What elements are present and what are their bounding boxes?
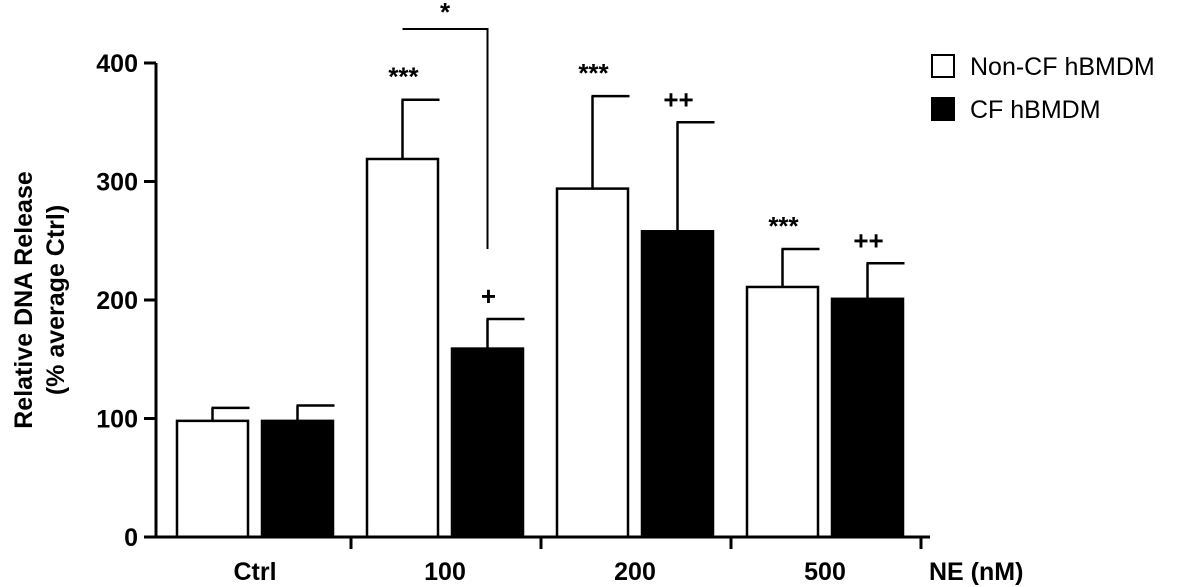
bar-cf-200 bbox=[640, 230, 715, 539]
x-tick-label: 200 bbox=[614, 558, 656, 586]
significance-marker: ++ bbox=[663, 84, 693, 114]
x-tick-label: Ctrl bbox=[233, 558, 276, 586]
bar-cf-100 bbox=[450, 347, 525, 539]
y-tick-label: 400 bbox=[96, 50, 138, 78]
bar-non-cf-100 bbox=[365, 157, 440, 539]
comparison-marker: * bbox=[440, 0, 451, 27]
legend-swatch bbox=[931, 97, 955, 121]
error-bars-layer bbox=[211, 94, 905, 421]
significance-marker: *** bbox=[578, 58, 609, 88]
legend-label: CF hBMDM bbox=[970, 96, 1101, 124]
bar-cf-500 bbox=[830, 297, 905, 539]
x-axis-title: NE (nM) bbox=[929, 558, 1023, 586]
x-tick-label: 500 bbox=[804, 558, 846, 586]
bar-non-cf-200 bbox=[555, 187, 630, 539]
y-tick-label: 300 bbox=[96, 169, 138, 197]
axes-layer: 0 100 200 300 400 Ctrl 100 200 500 bbox=[96, 50, 930, 586]
y-tick-label: 0 bbox=[124, 524, 138, 552]
legend: Non-CF hBMDM CF hBMDM bbox=[931, 53, 1155, 124]
y-axis-title-line1: Relative DNA Release bbox=[10, 171, 38, 429]
legend-swatch bbox=[931, 54, 955, 78]
y-tick-label: 200 bbox=[96, 287, 138, 315]
significance-marker: *** bbox=[388, 62, 419, 92]
bar-non-cf-ctrl bbox=[175, 419, 250, 539]
significance-marker: + bbox=[481, 281, 496, 311]
comparison-bracket bbox=[402, 28, 489, 249]
significance-marker: *** bbox=[768, 211, 799, 241]
x-tick-label: 100 bbox=[424, 558, 466, 586]
y-axis-title-line2: (% average Ctrl) bbox=[42, 205, 70, 395]
legend-label: Non-CF hBMDM bbox=[970, 53, 1155, 81]
annotations-layer: *** ******+++++* bbox=[388, 0, 883, 311]
significance-marker: ++ bbox=[853, 225, 883, 255]
bar-cf-ctrl bbox=[260, 419, 335, 539]
y-tick-label: 100 bbox=[96, 406, 138, 434]
bar-non-cf-500 bbox=[745, 285, 820, 539]
